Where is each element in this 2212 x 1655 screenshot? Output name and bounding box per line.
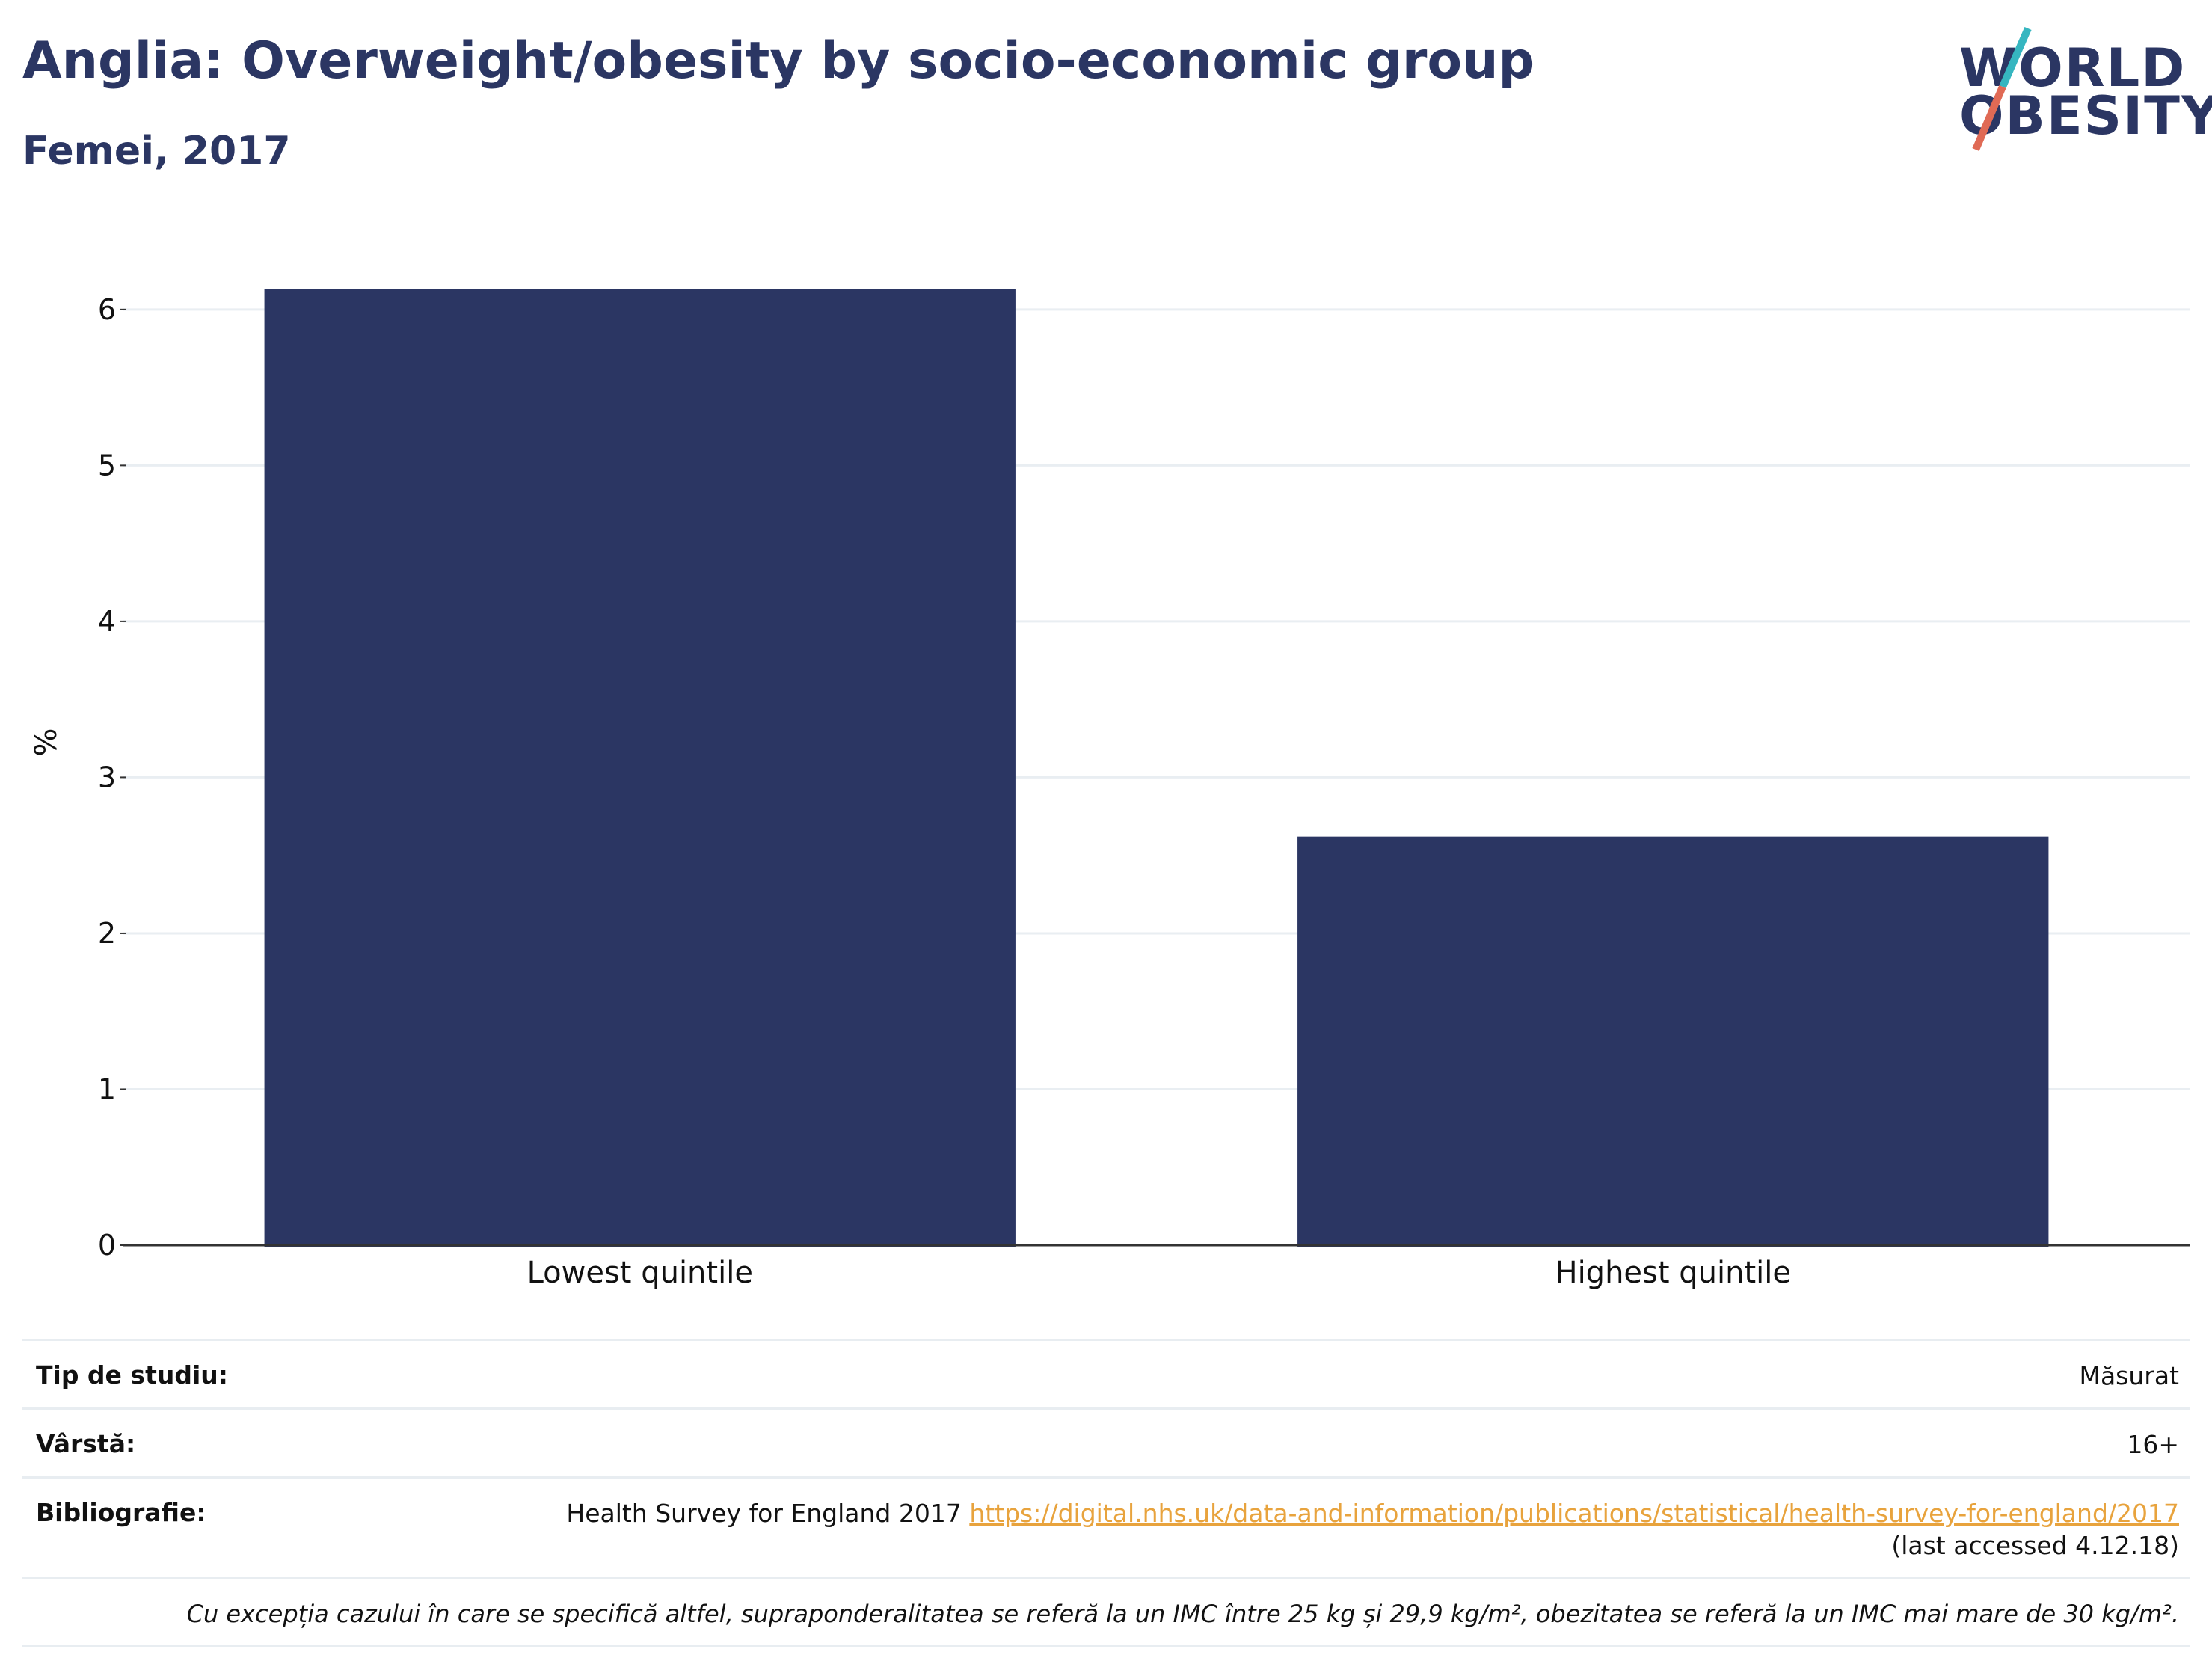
x-tick-label: Highest quintile — [1555, 1256, 1791, 1290]
definition-note: Cu excepția cazului în care se specifică… — [186, 1599, 2179, 1628]
meta-row-study-type: Tip de studiu: Măsurat — [22, 1339, 2190, 1407]
bibliography-label: Bibliografie: — [36, 1497, 206, 1527]
logo-line-1: WORLD — [1959, 37, 2187, 99]
bibliography-accessed: (last accessed 4.12.18) — [1891, 1530, 2179, 1560]
age-label: Vârstă: — [36, 1428, 136, 1458]
meta-row-bibliography: Bibliografie: Health Survey for England … — [22, 1476, 2190, 1577]
y-tick-label: 5 — [98, 449, 116, 482]
y-tick-label: 1 — [98, 1072, 116, 1105]
bar — [264, 289, 1016, 1247]
study-type-label: Tip de studiu: — [36, 1360, 228, 1390]
bibliography-source: Health Survey for England 2017 — [566, 1498, 962, 1528]
y-tick-label: 2 — [98, 917, 116, 950]
meta-row-note: Cu excepția cazului în care se specifică… — [22, 1576, 2190, 1645]
meta-row-age: Vârstă: 16+ — [22, 1407, 2190, 1476]
y-tick-label: 0 — [98, 1229, 116, 1262]
logo-slash-icon — [1972, 27, 2032, 151]
bar — [1297, 836, 2049, 1247]
y-tick-label: 3 — [98, 761, 116, 793]
chart-title: Anglia: Overweight/obesity by socio-econ… — [22, 31, 1535, 90]
bar-chart: 0 1 2 3 4 5 6% Lowest quintile Highest quintile — [29, 289, 2190, 1290]
age-value: 16+ — [2127, 1429, 2179, 1459]
chart-subtitle: Femei, 2017 — [22, 129, 291, 174]
world-obesity-logo: WORLD OBESITY — [1944, 21, 2212, 156]
x-tick-label: Lowest quintile — [527, 1256, 753, 1290]
y-axis-label: % — [29, 728, 64, 756]
study-type-value: Măsurat — [2079, 1361, 2179, 1390]
y-tick-label: 4 — [98, 605, 116, 638]
y-tick-label: 6 — [98, 293, 116, 326]
bibliography-link[interactable]: https://digital.nhs.uk/data-and-informat… — [969, 1498, 2179, 1528]
study-metadata-table: Tip de studiu: Măsurat Vârstă: 16+ Bibli… — [22, 1339, 2190, 1648]
